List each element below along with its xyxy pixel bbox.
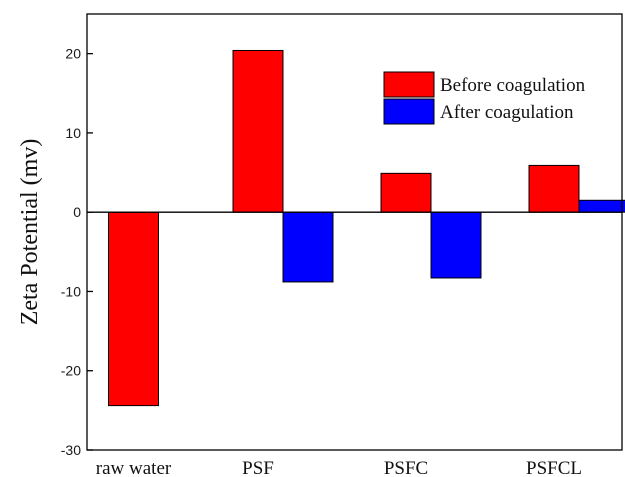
y-tick-label: 10 [65,125,81,141]
x-category-label: raw water [96,458,172,477]
y-tick-label: 0 [73,204,81,220]
y-tick-label: 20 [65,46,81,62]
y-tick-label: -10 [61,283,81,299]
bar-after [579,200,625,212]
bar-before [233,50,283,212]
y-axis: -30 -20 -10 0 10 20 [61,46,93,458]
bar-before [109,212,159,405]
legend-label: After coagulation [440,102,574,123]
bar-before [381,173,431,212]
legend-swatch [384,72,434,97]
y-tick-label: -20 [61,363,81,379]
y-tick-label: -30 [61,442,81,458]
legend-swatch [384,99,434,124]
x-category-label: PSFCL [526,458,582,477]
x-category-label: PSFC [384,458,428,477]
x-category-label: PSF [242,458,274,477]
bar-after [283,212,333,282]
y-axis-title: Zeta Potential (mv) [17,139,43,326]
bar-before [529,165,579,212]
legend-label: Before coagulation [440,75,586,96]
legend: Before coagulation After coagulation [384,72,586,124]
x-axis: raw water PSF PSFC PSFCL [96,458,582,477]
bar-after [431,212,481,278]
